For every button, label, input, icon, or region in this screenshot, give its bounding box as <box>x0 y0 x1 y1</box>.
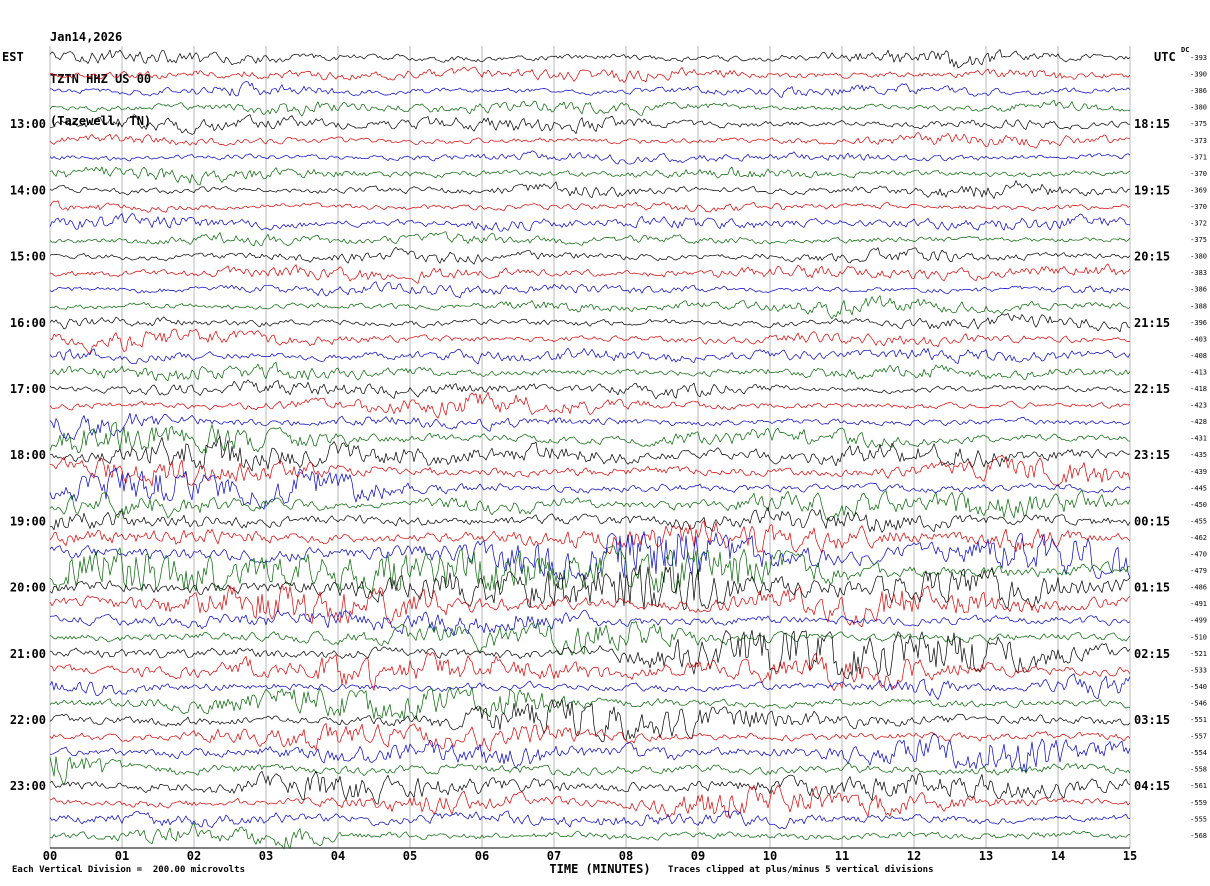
clip-note: Traces clipped at plus/minus 5 vertical … <box>668 865 934 875</box>
title-date: Jan14,2026 <box>50 30 123 44</box>
svg-text:-561: -561 <box>1190 782 1207 790</box>
svg-text:-533: -533 <box>1190 666 1207 674</box>
svg-text:-370: -370 <box>1190 170 1207 178</box>
svg-text:-435: -435 <box>1190 451 1207 459</box>
svg-text:-428: -428 <box>1190 418 1207 426</box>
svg-text:07: 07 <box>547 849 561 863</box>
svg-text:21:00: 21:00 <box>10 647 46 661</box>
svg-text:-380: -380 <box>1190 253 1207 261</box>
svg-text:-373: -373 <box>1190 137 1207 145</box>
svg-text:18:00: 18:00 <box>10 448 46 462</box>
svg-text:16:00: 16:00 <box>10 316 46 330</box>
svg-text:-369: -369 <box>1190 186 1207 194</box>
svg-text:-370: -370 <box>1190 203 1207 211</box>
svg-text:09: 09 <box>691 849 705 863</box>
svg-text:22:15: 22:15 <box>1134 382 1170 396</box>
dc-column-header: DC <box>1181 46 1190 54</box>
svg-text:-559: -559 <box>1190 799 1207 807</box>
svg-text:-455: -455 <box>1190 517 1207 525</box>
svg-text:-396: -396 <box>1190 319 1207 327</box>
svg-text:-470: -470 <box>1190 551 1207 559</box>
svg-text:11: 11 <box>835 849 849 863</box>
svg-text:22:00: 22:00 <box>10 713 46 727</box>
svg-text:01:15: 01:15 <box>1134 581 1170 595</box>
svg-text:-403: -403 <box>1190 335 1207 343</box>
svg-text:-546: -546 <box>1190 699 1207 707</box>
svg-text:-558: -558 <box>1190 766 1207 774</box>
svg-text:00: 00 <box>43 849 57 863</box>
svg-text:-375: -375 <box>1190 236 1207 244</box>
svg-text:14: 14 <box>1051 849 1065 863</box>
svg-text:-372: -372 <box>1190 220 1207 228</box>
svg-text:-557: -557 <box>1190 733 1207 741</box>
svg-text:-386: -386 <box>1190 87 1207 95</box>
svg-text:03:15: 03:15 <box>1134 713 1170 727</box>
left-timezone-header: EST <box>2 50 24 64</box>
svg-text:01: 01 <box>115 849 129 863</box>
svg-text:-555: -555 <box>1190 815 1207 823</box>
svg-text:-450: -450 <box>1190 501 1207 509</box>
svg-text:17:00: 17:00 <box>10 382 46 396</box>
svg-text:-380: -380 <box>1190 104 1207 112</box>
svg-text:-491: -491 <box>1190 600 1207 608</box>
svg-text:-499: -499 <box>1190 617 1207 625</box>
svg-text:15:00: 15:00 <box>10 250 46 264</box>
svg-text:20:00: 20:00 <box>10 581 46 595</box>
svg-text:08: 08 <box>619 849 633 863</box>
svg-text:-439: -439 <box>1190 468 1207 476</box>
svg-text:20:15: 20:15 <box>1134 250 1170 264</box>
svg-text:-371: -371 <box>1190 153 1207 161</box>
svg-text:02:15: 02:15 <box>1134 647 1170 661</box>
svg-text:06: 06 <box>475 849 489 863</box>
svg-text:04:15: 04:15 <box>1134 779 1170 793</box>
svg-text:21:15: 21:15 <box>1134 316 1170 330</box>
svg-text:-375: -375 <box>1190 120 1207 128</box>
svg-text:13:00: 13:00 <box>10 117 46 131</box>
svg-text:-383: -383 <box>1190 269 1207 277</box>
svg-text:-431: -431 <box>1190 435 1207 443</box>
svg-text:-551: -551 <box>1190 716 1207 724</box>
svg-text:-510: -510 <box>1190 633 1207 641</box>
svg-text:18:15: 18:15 <box>1134 117 1170 131</box>
svg-text:23:00: 23:00 <box>10 779 46 793</box>
svg-text:-413: -413 <box>1190 368 1207 376</box>
x-axis-label: TIME (MINUTES) <box>549 862 651 876</box>
svg-text:-423: -423 <box>1190 402 1207 410</box>
svg-text:-568: -568 <box>1190 832 1207 840</box>
svg-text:15: 15 <box>1123 849 1137 863</box>
svg-text:10: 10 <box>763 849 777 863</box>
svg-text:-418: -418 <box>1190 385 1207 393</box>
svg-text:-521: -521 <box>1190 650 1207 658</box>
svg-text:-388: -388 <box>1190 302 1207 310</box>
svg-text:-486: -486 <box>1190 584 1207 592</box>
svg-text:03: 03 <box>259 849 273 863</box>
division-note: Each Vertical Division = 200.00 microvol… <box>12 865 245 875</box>
svg-text:-386: -386 <box>1190 286 1207 294</box>
svg-text:-540: -540 <box>1190 683 1207 691</box>
svg-text:14:00: 14:00 <box>10 183 46 197</box>
right-timezone-header: UTC <box>1154 50 1176 64</box>
svg-text:19:15: 19:15 <box>1134 183 1170 197</box>
svg-text:13: 13 <box>979 849 993 863</box>
svg-text:05: 05 <box>403 849 417 863</box>
svg-text:-390: -390 <box>1190 71 1207 79</box>
svg-text:-408: -408 <box>1190 352 1207 360</box>
svg-text:23:15: 23:15 <box>1134 448 1170 462</box>
svg-text:-479: -479 <box>1190 567 1207 575</box>
svg-text:-462: -462 <box>1190 534 1207 542</box>
svg-text:04: 04 <box>331 849 345 863</box>
svg-text:00:15: 00:15 <box>1134 514 1170 528</box>
svg-text:-554: -554 <box>1190 749 1207 757</box>
svg-text:-445: -445 <box>1190 484 1207 492</box>
svg-text:12: 12 <box>907 849 921 863</box>
svg-text:-393: -393 <box>1190 54 1207 62</box>
svg-text:19:00: 19:00 <box>10 514 46 528</box>
svg-text:02: 02 <box>187 849 201 863</box>
